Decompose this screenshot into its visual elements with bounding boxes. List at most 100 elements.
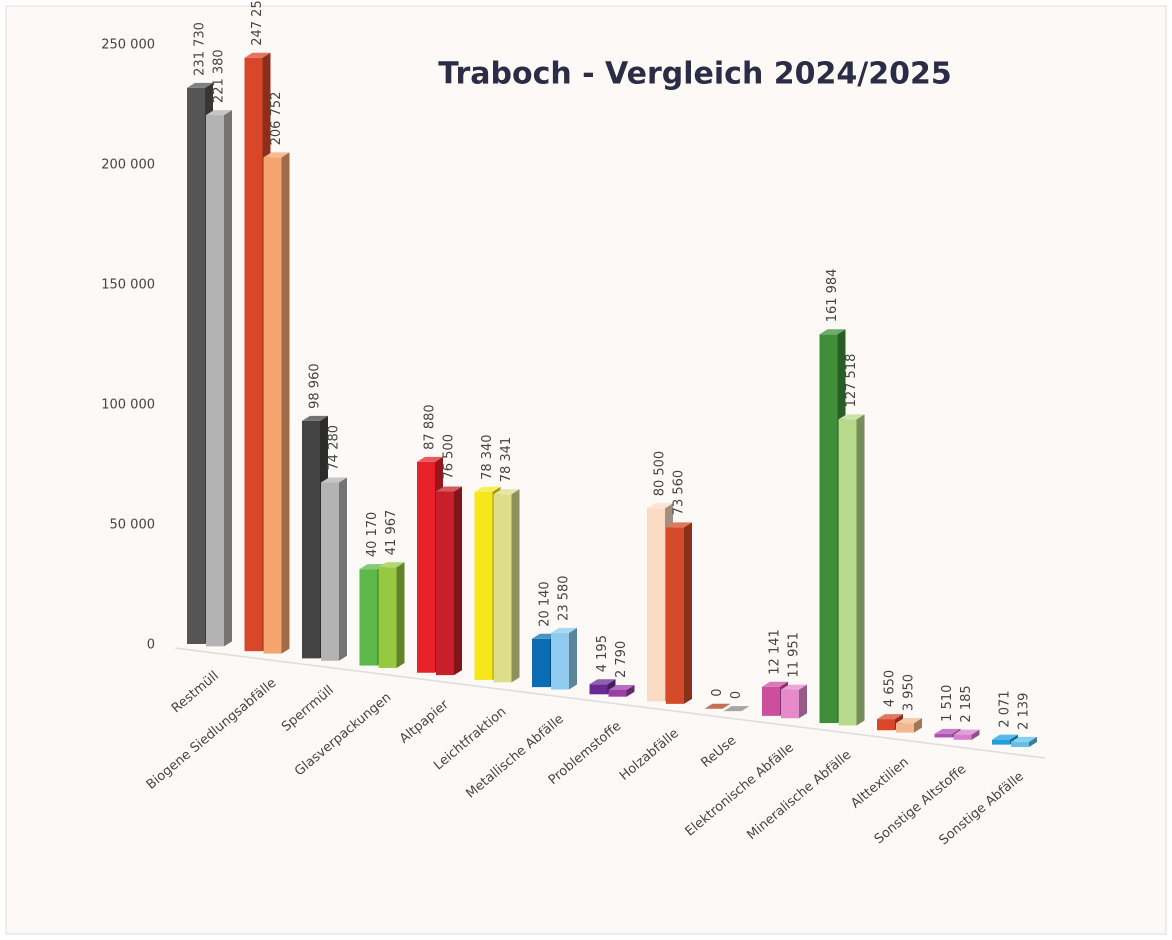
bar-top <box>647 503 673 509</box>
value-label: 0 <box>710 688 725 696</box>
bar <box>992 739 1010 745</box>
bar <box>206 115 224 647</box>
bar-top <box>762 681 788 687</box>
bar <box>589 684 608 695</box>
bar-top <box>244 52 271 58</box>
bar <box>838 419 857 726</box>
bar-top <box>321 477 347 483</box>
bar-side <box>799 684 807 719</box>
value-label: 161 984 <box>825 269 840 323</box>
bar-side <box>684 522 692 704</box>
bar <box>762 686 780 716</box>
bar-side <box>914 718 922 733</box>
bar <box>781 689 799 719</box>
bar <box>378 567 397 668</box>
value-label: 221 380 <box>212 49 227 103</box>
bar-top <box>877 714 903 720</box>
value-label: 76 500 <box>442 434 457 480</box>
value-label: 12 141 <box>768 629 783 675</box>
bar <box>551 632 569 690</box>
bar <box>321 482 339 661</box>
bar <box>1011 741 1029 747</box>
bar <box>187 87 205 644</box>
bar-side <box>454 486 462 676</box>
bar-top <box>206 110 232 116</box>
bar-top <box>704 703 731 709</box>
bar <box>436 491 454 676</box>
bar <box>666 527 684 704</box>
bar-top <box>1011 736 1037 742</box>
value-label: 2 185 <box>959 685 974 722</box>
value-label: 23 580 <box>557 575 572 621</box>
value-label: 3 950 <box>902 674 917 711</box>
value-label: 231 730 <box>193 22 208 76</box>
bar <box>934 733 953 738</box>
bar-side <box>569 627 577 690</box>
bar-side <box>1029 736 1037 747</box>
value-label: 20 140 <box>538 581 553 627</box>
value-label: 4 195 <box>595 635 610 672</box>
chart-title: Traboch - Vergleich 2024/2025 <box>438 57 951 92</box>
bar-top <box>302 415 328 421</box>
bar-side <box>281 152 290 654</box>
y-tick-label: 50 000 <box>110 518 156 533</box>
value-label: 41 967 <box>384 510 399 556</box>
bar <box>877 719 895 731</box>
bar-top <box>992 734 1018 740</box>
bar-top <box>436 486 462 492</box>
bar-top <box>551 627 577 633</box>
value-label: 80 500 <box>653 451 668 497</box>
bar-top <box>723 706 750 712</box>
value-label: 0 <box>729 691 744 699</box>
bar <box>953 734 972 740</box>
bar <box>263 157 282 654</box>
value-label: 74 280 <box>327 425 342 471</box>
bar-top <box>934 728 961 734</box>
bar <box>244 57 263 652</box>
bar <box>819 334 838 724</box>
bar-top <box>838 414 865 420</box>
y-tick-label: 0 <box>147 638 155 653</box>
bar-top <box>378 562 405 568</box>
value-label: 206 752 <box>269 92 284 146</box>
value-label: 87 880 <box>423 404 438 450</box>
bar-side <box>339 477 347 661</box>
bar <box>647 508 665 702</box>
bar-top <box>666 522 692 528</box>
y-tick-label: 150 000 <box>101 278 155 293</box>
value-label: 78 340 <box>480 434 495 480</box>
bar <box>474 491 493 680</box>
bar <box>608 689 627 697</box>
value-label: 127 518 <box>844 354 859 408</box>
bar <box>359 569 378 666</box>
bar-top <box>474 486 501 492</box>
value-label: 247 256 <box>250 0 265 46</box>
bar-side <box>224 110 232 647</box>
y-tick-label: 250 000 <box>101 38 155 53</box>
value-label: 11 951 <box>787 632 802 678</box>
bar <box>493 494 512 683</box>
y-tick-label: 200 000 <box>101 158 155 173</box>
floor-line <box>174 647 1046 759</box>
bar <box>417 461 435 673</box>
bar-top <box>781 684 807 690</box>
bar-side <box>856 414 865 726</box>
value-label: 98 960 <box>308 363 323 409</box>
value-label: 2 139 <box>1017 693 1032 730</box>
bar-top <box>953 729 980 735</box>
value-label: 2 071 <box>998 690 1013 727</box>
bar-top <box>187 82 213 88</box>
bar-side <box>626 684 635 697</box>
bar-side <box>511 489 520 683</box>
bar-top <box>608 684 635 690</box>
bar-top <box>896 718 922 724</box>
bar-top <box>589 679 616 685</box>
bar-top <box>819 329 846 335</box>
bar <box>532 638 550 688</box>
value-label: 73 560 <box>672 470 687 516</box>
value-label: 2 790 <box>614 641 629 678</box>
value-label: 78 341 <box>499 437 514 483</box>
value-label: 1 510 <box>940 685 955 722</box>
bar-top <box>493 489 520 495</box>
